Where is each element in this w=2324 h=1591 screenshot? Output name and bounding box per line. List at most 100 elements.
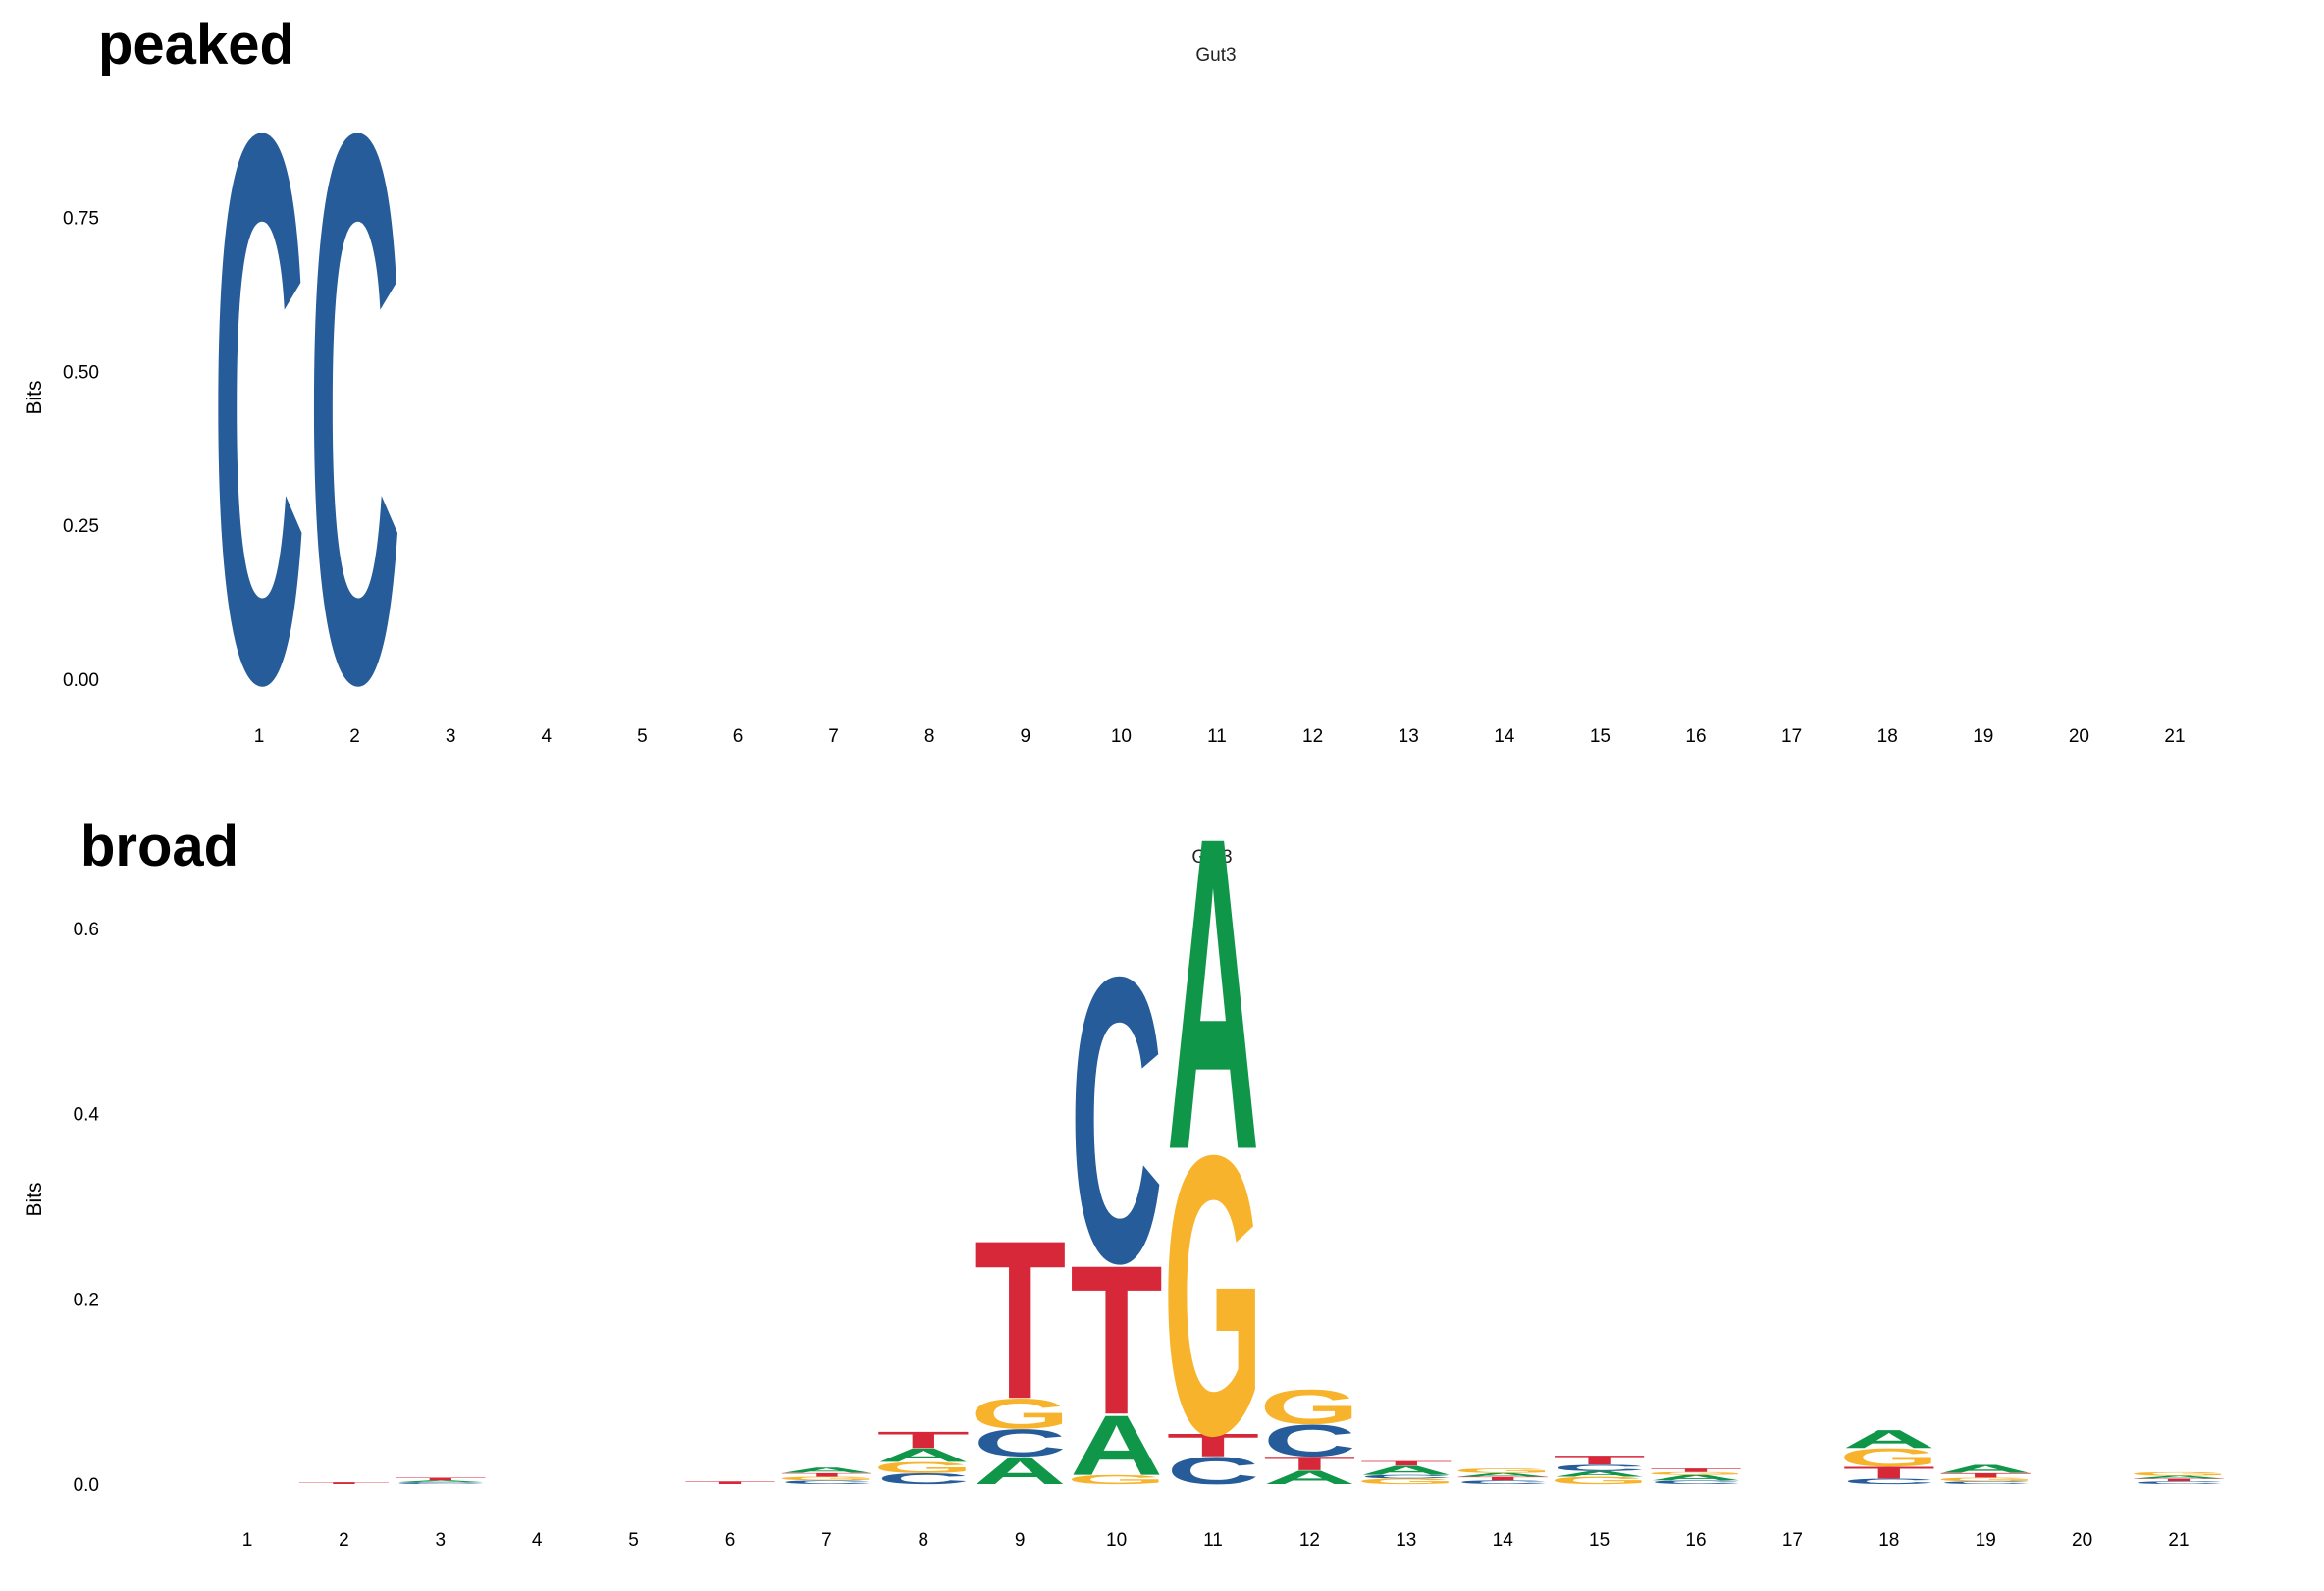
x-tick-label: 18 bbox=[1877, 726, 1898, 747]
logo-letter-C-pos-1: C bbox=[213, 0, 305, 846]
x-tick-label: 9 bbox=[1021, 726, 1031, 747]
logo-letter-T-pos-21: T bbox=[2133, 1478, 2226, 1482]
logo-letter-G-pos-10: G bbox=[1067, 1472, 1167, 1487]
x-tick-label: 5 bbox=[637, 726, 648, 747]
logo-letter-G-pos-21: G bbox=[2129, 1471, 2229, 1477]
y-axis-label-broad: Bits bbox=[24, 1182, 46, 1216]
logo-letter-T-pos-6: T bbox=[684, 1480, 777, 1484]
x-tick-label: 8 bbox=[924, 726, 935, 747]
y-tick-label: 0.00 bbox=[63, 670, 99, 691]
logo-letter-A-pos-16: A bbox=[1650, 1473, 1743, 1482]
logo-letter-G-pos-9: G bbox=[970, 1390, 1070, 1437]
x-ticks-broad: 1 2 3 4 5 6 7 8 9 10 11 12 13 14 15 16 17 18 19 20 21 bbox=[242, 1530, 2190, 1551]
x-tick-label: 17 bbox=[1782, 1530, 1803, 1551]
x-tick-label: 19 bbox=[1976, 1530, 1996, 1551]
logo-letter-T-pos-13: T bbox=[1359, 1459, 1452, 1466]
x-tick-label: 13 bbox=[1396, 1530, 1416, 1551]
logo-letter-C-pos-18: C bbox=[1842, 1477, 1935, 1486]
logo-letter-T-pos-2: T bbox=[297, 1482, 391, 1485]
logo-letter-G-pos-7: G bbox=[776, 1475, 876, 1481]
panel-tag-broad: broad bbox=[80, 815, 238, 878]
logo-letter-G-pos-19: G bbox=[1935, 1476, 2035, 1482]
logo-letter-C-pos-8: C bbox=[876, 1470, 970, 1488]
x-tick-label: 1 bbox=[254, 726, 265, 747]
x-ticks-peaked: 1 2 3 4 5 6 7 8 9 10 11 12 13 14 15 16 17 18 19 20 21 bbox=[254, 726, 2186, 747]
logo-letter-C-pos-2: C bbox=[309, 0, 401, 846]
x-tick-label: 20 bbox=[2069, 726, 2089, 747]
y-axis-label-peaked: Bits bbox=[24, 380, 46, 414]
logo-letter-T-pos-19: T bbox=[1939, 1472, 2033, 1479]
y-ticks-peaked: 0.00 0.25 0.50 0.75 bbox=[63, 209, 99, 691]
logo-letter-A-pos-13: A bbox=[1359, 1463, 1452, 1478]
logo-letter-C-pos-19: C bbox=[1939, 1480, 2033, 1484]
x-tick-label: 8 bbox=[919, 1530, 929, 1551]
logo-letter-T-pos-9: T bbox=[974, 1193, 1067, 1446]
x-tick-label: 5 bbox=[628, 1530, 639, 1551]
logo-letter-A-pos-12: A bbox=[1263, 1466, 1356, 1488]
x-tick-label: 16 bbox=[1685, 726, 1706, 747]
logo-letter-A-pos-10: A bbox=[1070, 1398, 1163, 1494]
x-tick-label: 10 bbox=[1111, 726, 1132, 747]
logo-letter-C-pos-9: C bbox=[974, 1421, 1067, 1464]
logo-letter-G-pos-15: G bbox=[1550, 1474, 1650, 1486]
logo-letter-T-pos-18: T bbox=[1843, 1463, 1936, 1482]
x-tick-label: 10 bbox=[1106, 1530, 1127, 1551]
x-tick-label: 18 bbox=[1878, 1530, 1899, 1551]
y-tick-label: 0.75 bbox=[63, 209, 99, 230]
logo-letter-G-pos-12: G bbox=[1259, 1380, 1359, 1435]
y-tick-label: 0.4 bbox=[74, 1105, 100, 1126]
x-tick-label: 14 bbox=[1494, 726, 1515, 747]
x-tick-label: 4 bbox=[532, 1530, 543, 1551]
x-tick-label: 11 bbox=[1207, 726, 1227, 747]
broad-panel: broad Gut3 Bits 0.00.20.40.6 1 2 3 4 5 6 7 8 9 10… bbox=[24, 744, 2229, 1551]
logo-letter-C-pos-13: C bbox=[1359, 1474, 1452, 1480]
logo-letter-A-pos-8: A bbox=[876, 1444, 970, 1465]
logo-letter-A-pos-18: A bbox=[1842, 1425, 1935, 1455]
logo-letter-G-pos-11: G bbox=[1163, 1073, 1263, 1517]
logo-letter-G-pos-8: G bbox=[873, 1458, 974, 1476]
x-tick-label: 14 bbox=[1493, 1530, 1514, 1551]
x-tick-label: 2 bbox=[339, 1530, 349, 1551]
x-tick-label: 20 bbox=[2072, 1530, 2092, 1551]
logo-letter-C-pos-7: C bbox=[780, 1479, 873, 1485]
x-tick-label: 16 bbox=[1685, 1530, 1706, 1551]
logo-letter-G-pos-16: G bbox=[1646, 1471, 1746, 1475]
x-tick-label: 21 bbox=[2164, 726, 2185, 747]
logo-letter-T-pos-11: T bbox=[1167, 1427, 1260, 1463]
x-tick-label: 7 bbox=[821, 1530, 832, 1551]
logo-letter-G-pos-13: G bbox=[1356, 1477, 1456, 1486]
panel-tag-peaked: peaked bbox=[98, 13, 294, 77]
logo-letter-C-pos-15: C bbox=[1553, 1462, 1646, 1472]
logo-letter-A-pos-14: A bbox=[1456, 1472, 1550, 1478]
x-tick-label: 6 bbox=[725, 1530, 736, 1551]
logo-letter-A-pos-3: A bbox=[394, 1480, 487, 1483]
logo-letter-T-pos-12: T bbox=[1263, 1453, 1356, 1474]
x-tick-label: 11 bbox=[1203, 1530, 1223, 1551]
y-ticks-broad: 0.0 0.2 0.4 0.6 bbox=[74, 920, 100, 1496]
logo-letter-T-pos-15: T bbox=[1553, 1453, 1646, 1467]
logo-letter-C-pos-12: C bbox=[1263, 1415, 1356, 1466]
logo-letter-T-pos-16: T bbox=[1650, 1467, 1743, 1473]
logo-letter-C-pos-16: C bbox=[1650, 1479, 1743, 1485]
logo-letter-C-pos-11: C bbox=[1167, 1449, 1260, 1492]
x-tick-label: 9 bbox=[1015, 1530, 1026, 1551]
x-tick-label: 21 bbox=[2168, 1530, 2189, 1551]
y-tick-label: 0.6 bbox=[74, 920, 99, 940]
logo-letter-T-pos-8: T bbox=[877, 1427, 971, 1453]
logo-letter-C-pos-3: C bbox=[394, 1482, 487, 1485]
y-tick-label: 0.0 bbox=[74, 1475, 99, 1496]
x-tick-label: 6 bbox=[733, 726, 744, 747]
x-tick-label: 3 bbox=[436, 1530, 447, 1551]
x-tick-label: 13 bbox=[1399, 726, 1419, 747]
y-tick-label: 0.25 bbox=[63, 516, 99, 537]
logo-letter-A-pos-21: A bbox=[2133, 1475, 2226, 1479]
logo-letter-A-pos-15: A bbox=[1553, 1469, 1646, 1478]
logo-letter-T-pos-7: T bbox=[780, 1472, 873, 1478]
logo-letter-T-pos-10: T bbox=[1070, 1220, 1163, 1458]
x-tick-label: 2 bbox=[349, 726, 360, 747]
chart-title-broad: Gut3 bbox=[1191, 847, 1232, 868]
